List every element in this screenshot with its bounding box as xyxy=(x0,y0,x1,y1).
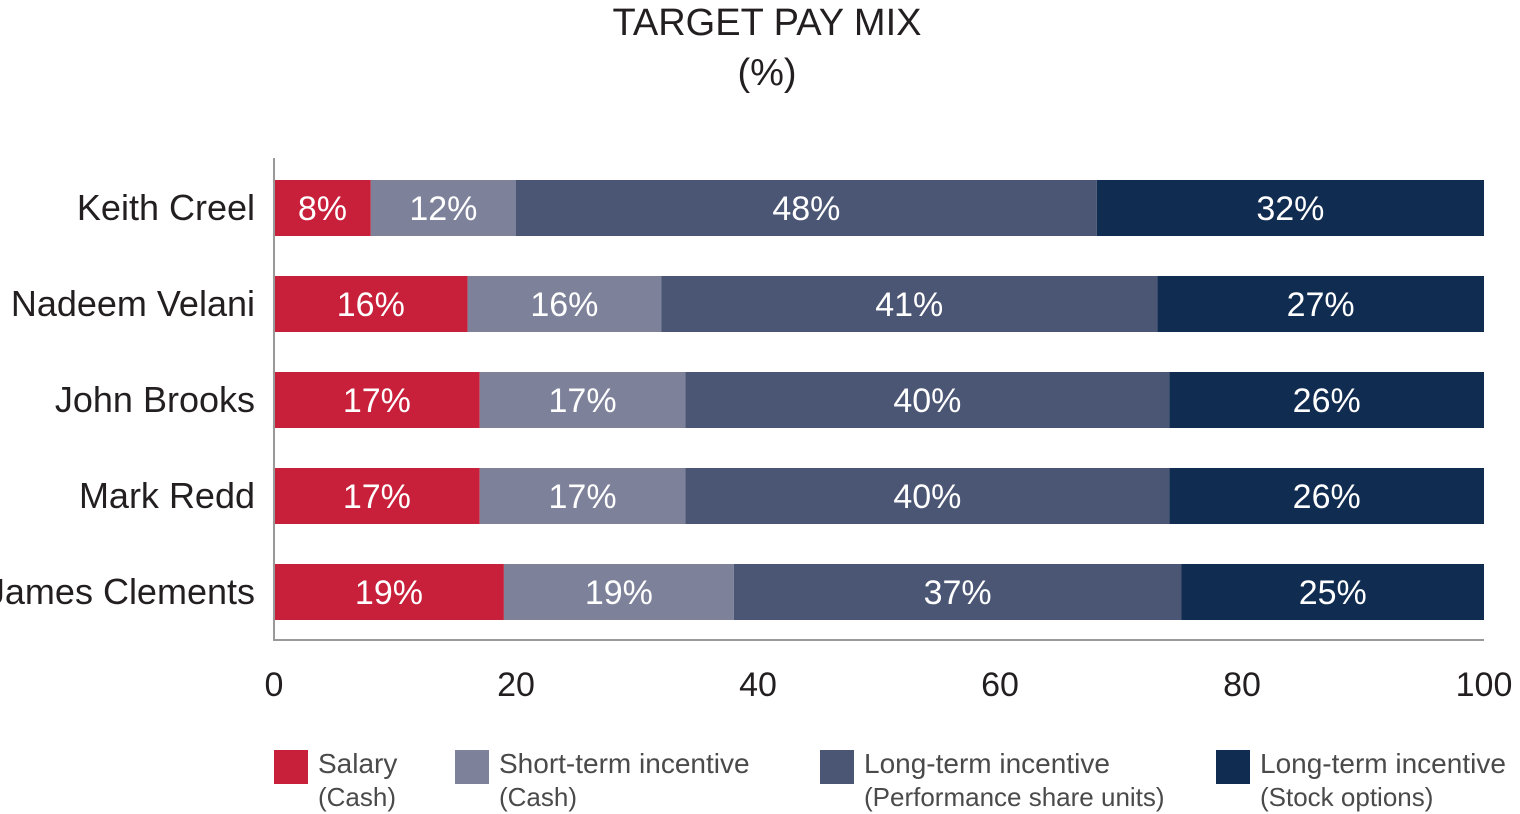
bar-segment xyxy=(274,468,480,524)
data-label: 48% xyxy=(772,190,840,228)
category-label: John Brooks xyxy=(55,379,255,420)
category-label: Keith Creel xyxy=(77,187,255,228)
data-label: 17% xyxy=(549,478,617,516)
chart-subtitle: (%) xyxy=(737,52,796,94)
bar-segment xyxy=(685,468,1170,524)
x-tick-label: 20 xyxy=(497,666,535,704)
bar-segment xyxy=(685,372,1170,428)
legend-swatch xyxy=(820,750,854,784)
legend-swatch xyxy=(455,750,489,784)
data-label: 16% xyxy=(337,286,405,324)
bar-segment xyxy=(661,276,1158,332)
bar-segment xyxy=(274,276,468,332)
data-label: 26% xyxy=(1293,382,1361,420)
bar-segment xyxy=(370,180,516,236)
data-label: 16% xyxy=(530,286,598,324)
legend-swatch xyxy=(274,750,308,784)
data-label: 8% xyxy=(298,190,347,228)
bar-segment xyxy=(1169,468,1484,524)
data-label: 19% xyxy=(355,574,423,612)
legend-label: Salary xyxy=(318,748,397,779)
data-label: 26% xyxy=(1293,478,1361,516)
bar-segment xyxy=(274,372,480,428)
category-label: James Clements xyxy=(0,571,255,612)
legend-label: Long-term incentive xyxy=(1260,748,1506,779)
legend-swatch xyxy=(1216,750,1250,784)
data-label: 17% xyxy=(343,382,411,420)
legend-sublabel: (Stock options) xyxy=(1260,782,1433,812)
bar-segment xyxy=(1169,372,1484,428)
data-label: 12% xyxy=(409,190,477,228)
category-label: Mark Redd xyxy=(79,475,255,516)
data-label: 17% xyxy=(343,478,411,516)
data-label: 17% xyxy=(549,382,617,420)
data-label: 40% xyxy=(893,478,961,516)
bar-area: 8% 12% 48% 32% 16% 16% 41% 27% 17% 17% 40% 26% 17% 17… xyxy=(274,180,1484,620)
legend-label: Short-term incentive xyxy=(499,748,750,779)
bar-segment xyxy=(274,564,504,620)
bar-segment xyxy=(479,468,686,524)
axes: Keith Creel Nadeem Velani John Brooks Mark … xyxy=(0,158,1512,704)
x-tick-label: 100 xyxy=(1456,666,1513,704)
bar-segment xyxy=(1157,276,1484,332)
data-label: 27% xyxy=(1287,286,1355,324)
bar-segment xyxy=(274,180,371,236)
data-label: 32% xyxy=(1256,190,1324,228)
bar-segment xyxy=(1181,564,1484,620)
legend-sublabel: (Cash) xyxy=(499,782,577,812)
legend-sublabel: (Performance share units) xyxy=(864,782,1165,812)
data-label: 40% xyxy=(893,382,961,420)
bar-segment xyxy=(1096,180,1484,236)
legend-sublabel: (Cash) xyxy=(318,782,396,812)
x-tick-label: 0 xyxy=(265,666,284,704)
data-label: 25% xyxy=(1299,574,1367,612)
x-tick-label: 80 xyxy=(1223,666,1261,704)
x-tick-label: 60 xyxy=(981,666,1019,704)
data-label: 19% xyxy=(585,574,653,612)
legend: Salary(Cash)Short-term incentive(Cash)Lo… xyxy=(274,748,1506,812)
bar-segment xyxy=(467,276,662,332)
x-tick-label: 40 xyxy=(739,666,777,704)
legend-label: Long-term incentive xyxy=(864,748,1110,779)
bar-segment xyxy=(479,372,686,428)
data-label: 41% xyxy=(875,286,943,324)
bar-segment xyxy=(733,564,1182,620)
data-label: 37% xyxy=(924,574,992,612)
bar-segment xyxy=(516,180,1097,236)
chart-title: TARGET PAY MIX xyxy=(613,2,922,44)
category-label: Nadeem Velani xyxy=(11,283,255,324)
bar-segment xyxy=(503,564,734,620)
